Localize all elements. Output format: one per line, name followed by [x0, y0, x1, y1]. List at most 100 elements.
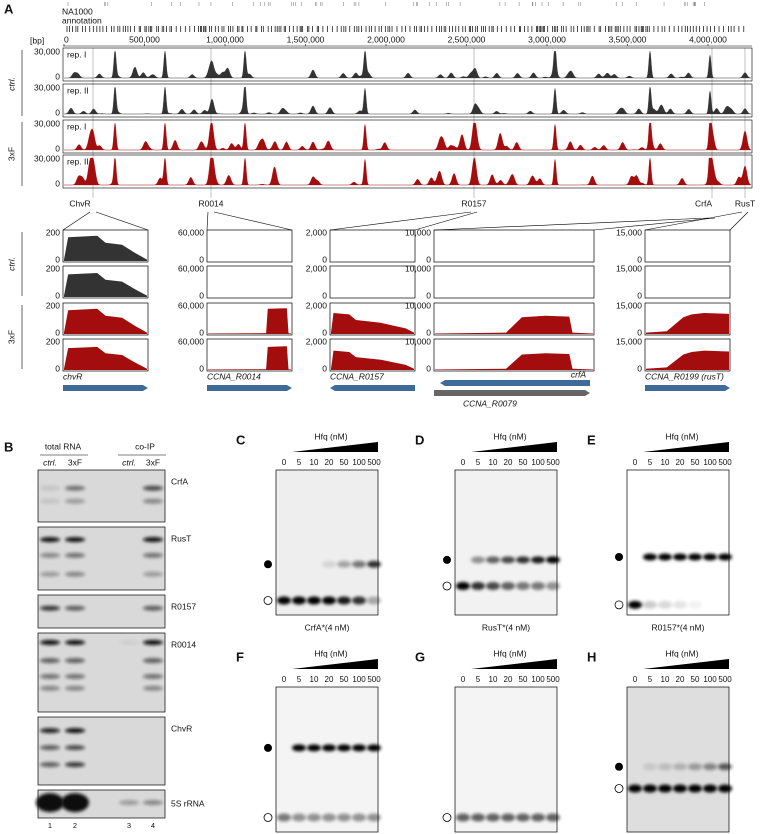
bound-band	[337, 744, 351, 752]
gel	[454, 469, 558, 616]
y-tick-label: 0	[637, 363, 642, 373]
replicate-label: rep. I	[67, 121, 86, 131]
gel	[626, 686, 730, 833]
y-tick-label: 0	[426, 254, 431, 264]
bound-band	[322, 744, 336, 752]
free-band	[658, 600, 672, 609]
concentration-label: 100	[531, 458, 545, 467]
y-tick-label: 0	[322, 327, 327, 337]
concentration-label: 0	[633, 675, 638, 684]
wedge	[471, 659, 557, 669]
gene-label: RusT	[735, 198, 755, 208]
y-tick-label: 0	[55, 178, 60, 188]
coverage-zoom	[208, 346, 291, 370]
bound-band	[322, 560, 336, 568]
free-band	[456, 813, 470, 822]
free-band	[307, 596, 321, 605]
concentration-label: 10	[310, 458, 319, 467]
y-tick-label: 200	[46, 300, 60, 310]
blot	[37, 526, 166, 591]
blot-band	[143, 571, 163, 577]
zoom-frame	[433, 302, 595, 336]
free-band	[337, 813, 351, 822]
zoom-frame	[329, 229, 416, 263]
concentration-label: 100	[531, 675, 545, 684]
free-band	[292, 813, 306, 822]
wedge	[643, 659, 729, 669]
concentration-label: 0	[461, 458, 466, 467]
concentration-label: 5	[297, 458, 302, 467]
bound-band	[703, 763, 717, 771]
blot-band	[143, 552, 163, 558]
free-band	[516, 582, 530, 590]
y-tick-label: 15,000	[616, 336, 642, 346]
panel-label: B	[4, 439, 13, 454]
group-label: co-IP	[135, 441, 155, 451]
free-band	[628, 784, 642, 793]
wedge	[292, 442, 378, 452]
concentration-label: 0	[282, 675, 287, 684]
gel	[275, 686, 379, 833]
axis-tick-label: 1,500,000	[287, 34, 325, 44]
blot-label: RusT	[171, 533, 191, 543]
free-band	[628, 600, 642, 609]
concentration-label: 500	[546, 675, 560, 684]
free-marker	[614, 600, 624, 610]
gene-arrow	[63, 385, 148, 391]
lane-number: 3	[127, 821, 131, 830]
bound-band	[688, 553, 702, 561]
y-tick-label: 10,000	[405, 300, 431, 310]
wedge	[643, 442, 729, 452]
panel-label: H	[587, 649, 596, 664]
blot-band	[65, 485, 85, 491]
y-tick-label: 15,000	[616, 300, 642, 310]
group-label: total RNA	[45, 441, 82, 451]
bound-band	[643, 553, 657, 561]
free-marker	[442, 581, 452, 591]
free-marker	[442, 813, 452, 822]
free-band	[658, 784, 672, 793]
bound-band	[673, 763, 687, 771]
axis-tick-label: 500,000	[129, 34, 160, 44]
free-band	[688, 784, 702, 793]
blot-band	[143, 685, 163, 691]
free-band	[352, 813, 366, 822]
zoom-frame	[433, 229, 595, 263]
bound-band	[643, 763, 657, 771]
condition-label: 3xF	[6, 330, 16, 344]
coverage-zoom	[331, 313, 414, 334]
bound-marker	[615, 762, 623, 771]
free-band	[292, 596, 306, 605]
free-band	[322, 813, 336, 822]
bound-band	[367, 744, 381, 752]
bound-band	[658, 553, 672, 561]
zoom-frame	[329, 338, 416, 372]
blot	[37, 594, 166, 629]
blot-band	[65, 498, 85, 504]
bound-marker	[443, 555, 451, 564]
coverage-track	[64, 122, 752, 151]
free-band	[643, 600, 657, 609]
axis-unit: [bp]	[30, 35, 44, 45]
free-band	[277, 813, 291, 822]
concentration-label: 10	[661, 458, 670, 467]
free-band	[471, 582, 485, 590]
axis-label: Hfq (nM)	[665, 648, 698, 658]
blot-band	[65, 762, 85, 768]
y-tick-label: 0	[199, 327, 204, 337]
free-band	[673, 784, 687, 793]
concentration-label: 5	[297, 675, 302, 684]
y-tick-label: 0	[55, 107, 60, 117]
y-tick-label: 30,000	[34, 118, 60, 128]
y-tick-label: 30,000	[34, 153, 60, 163]
concentration-label: 10	[310, 675, 319, 684]
locus-label: CCNA_R0157	[330, 371, 384, 381]
axis-tick-label: 2,000,000	[367, 34, 405, 44]
locus-label: CCNA_R0079	[463, 398, 517, 408]
zoom-frame	[644, 265, 731, 299]
locus-label: CCNA_R0014	[207, 371, 261, 381]
free-band	[322, 596, 336, 605]
panel-label: G	[415, 649, 425, 664]
y-tick-label: 10,000	[405, 336, 431, 346]
coverage-zoom	[435, 353, 593, 370]
